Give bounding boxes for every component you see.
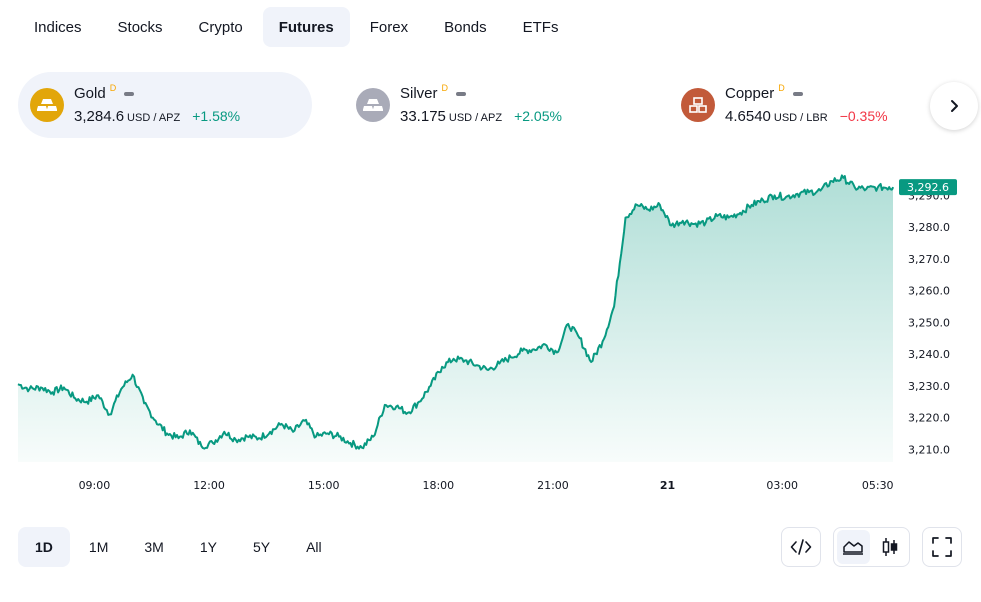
x-axis-tick-label: 09:00 (79, 479, 111, 492)
instrument-price: 3,284.6 (74, 108, 125, 125)
next-instruments-button[interactable] (930, 82, 978, 130)
tab-etfs[interactable]: ETFs (522, 18, 559, 36)
gold-bars-icon (30, 88, 64, 122)
tab-forex[interactable]: Forex (369, 18, 409, 36)
y-axis-tick-label: 3,250.0 (908, 316, 950, 329)
market-category-tabs: Indices Stocks Crypto Futures Forex Bonds ETFs (18, 7, 578, 47)
instrument-price-row: 33.175 USD / APZ +2.05% (400, 108, 562, 125)
chart-style-toggle (833, 527, 910, 567)
tab-bonds[interactable]: Bonds (444, 18, 487, 36)
instrument-price-row: 4.6540 USD / LBR −0.35% (725, 108, 888, 125)
instrument-card-copper[interactable]: Copper D 4.6540 USD / LBR −0.35% (669, 72, 909, 138)
tab-indices[interactable]: Indices (34, 18, 82, 36)
y-axis-tick-label: 3,280.0 (908, 221, 950, 234)
instrument-card-gold[interactable]: Gold D 3,284.6 USD / APZ +1.58% (18, 72, 312, 138)
instrument-unit: USD / LBR (773, 112, 828, 124)
instrument-name-row: Silver D (400, 82, 562, 102)
y-axis-tick-label: 3,260.0 (908, 285, 950, 298)
instrument-name-row: Copper D (725, 82, 888, 102)
code-embed-icon (790, 539, 812, 555)
y-axis-tick-label: 3,220.0 (908, 412, 950, 425)
delayed-data-flag: D (109, 82, 117, 93)
chevron-right-icon (951, 100, 958, 112)
price-area-fill (18, 175, 893, 462)
range-1d[interactable]: 1D (18, 527, 70, 567)
range-all[interactable]: All (306, 539, 322, 555)
instrument-change: −0.35% (839, 108, 888, 124)
instrument-unit: USD / APZ (448, 112, 503, 124)
instrument-card-silver[interactable]: Silver D 33.175 USD / APZ +2.05% (344, 72, 574, 138)
tab-crypto[interactable]: Crypto (198, 18, 243, 36)
instrument-name-row: Gold D (74, 82, 240, 102)
x-axis-tick-label: 12:00 (193, 479, 225, 492)
time-range-selector: 1D 1M 3M 1Y 5Y All (18, 527, 341, 567)
candlestick-icon (882, 538, 897, 556)
fullscreen-button[interactable] (922, 527, 962, 567)
market-status-icon (456, 91, 467, 96)
market-status-icon (124, 91, 135, 96)
embed-button[interactable] (781, 527, 821, 567)
delayed-data-flag: D (778, 82, 785, 93)
y-axis-tick-label: 3,270.0 (908, 253, 950, 266)
instrument-change: +1.58% (192, 108, 241, 124)
range-1m[interactable]: 1M (88, 539, 109, 555)
price-line (17, 174, 894, 450)
copper-blocks-icon (681, 88, 715, 122)
instrument-change: +2.05% (514, 108, 562, 124)
silver-bars-icon (356, 88, 390, 122)
instrument-price-row: 3,284.6 USD / APZ +1.58% (74, 108, 240, 125)
instrument-unit: USD / APZ (127, 112, 181, 124)
instrument-cards: Gold D 3,284.6 USD / APZ +1.58% Silver D 33.175… (18, 72, 978, 138)
tab-stocks[interactable]: Stocks (117, 18, 163, 36)
market-status-icon (792, 91, 803, 96)
x-axis-tick-label: 21:00 (537, 479, 569, 492)
x-axis-tick-label: 18:00 (422, 479, 454, 492)
x-axis-tick-label: 15:00 (308, 479, 340, 492)
instrument-info: Silver D 33.175 USD / APZ +2.05% (400, 82, 562, 126)
y-axis-tick-label: 3,210.0 (908, 443, 950, 456)
instrument-info: Gold D 3,284.6 USD / APZ +1.58% (74, 82, 240, 126)
range-1y[interactable]: 1Y (199, 539, 217, 555)
instrument-price: 4.6540 (725, 108, 771, 125)
instrument-info: Copper D 4.6540 USD / LBR −0.35% (725, 82, 888, 126)
y-axis-tick-label: 3,230.0 (908, 380, 950, 393)
delayed-data-flag: D (441, 82, 449, 93)
area-chart-icon (843, 541, 864, 555)
x-axis-tick-label: 03:00 (766, 479, 798, 492)
instrument-name: Silver (400, 85, 438, 102)
x-axis-tick-label: 05:30 (862, 479, 894, 492)
x-axis-tick-label: 21 (660, 479, 675, 492)
instrument-name: Copper (725, 85, 775, 102)
last-price-badge (899, 179, 957, 196)
candlestick-chart-button[interactable] (874, 530, 907, 564)
instrument-name: Gold (74, 85, 106, 102)
instrument-price: 33.175 (400, 108, 446, 125)
y-axis-tick-label: 3,240.0 (908, 348, 950, 361)
fullscreen-icon (932, 537, 952, 557)
tab-futures[interactable]: Futures (262, 7, 350, 47)
range-5y[interactable]: 5Y (252, 539, 271, 555)
last-price-label: 3,292.6 (907, 181, 949, 194)
area-chart-button[interactable] (837, 530, 870, 564)
price-chart[interactable]: 3,210.0 3,220.0 3,230.0 3,240.0 3,250.0 3,260… (0, 150, 981, 510)
range-3m[interactable]: 3M (144, 539, 164, 555)
